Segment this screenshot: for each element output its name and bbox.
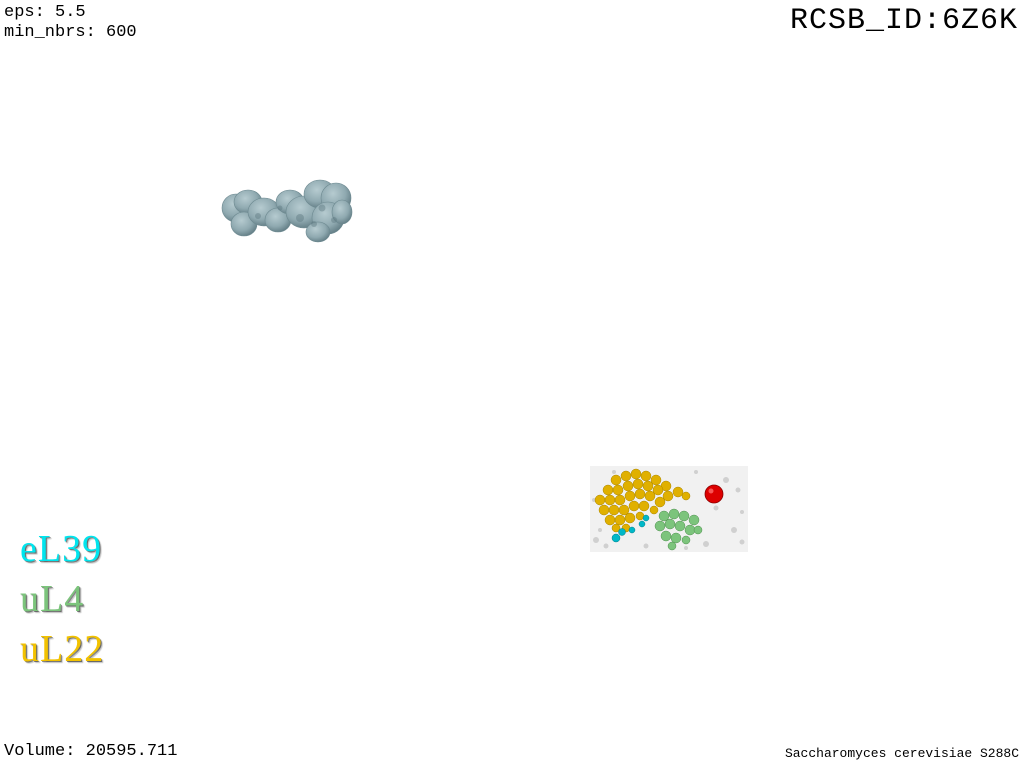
min-nbrs-label: min_nbrs: 600: [4, 23, 137, 42]
legend-item-ul22: uL22: [20, 628, 105, 670]
legend-item-ul4: uL4: [20, 578, 85, 620]
cluster-atom-render: [590, 466, 748, 552]
volume-label: Volume: 20595.711: [4, 742, 178, 761]
legend-item-el39: eL39: [20, 528, 103, 570]
cluster-surface-render: [221, 179, 353, 243]
parameters-panel: eps: 5.5 min_nbrs: 600: [4, 3, 137, 43]
eps-label: eps: 5.5: [4, 3, 86, 22]
protein-legend: eL39 uL4 uL22: [20, 524, 104, 674]
rcsb-id-label: RCSB_ID:6Z6K: [789, 4, 1018, 38]
organism-label: Saccharomyces cerevisiae S288C: [784, 746, 1019, 761]
